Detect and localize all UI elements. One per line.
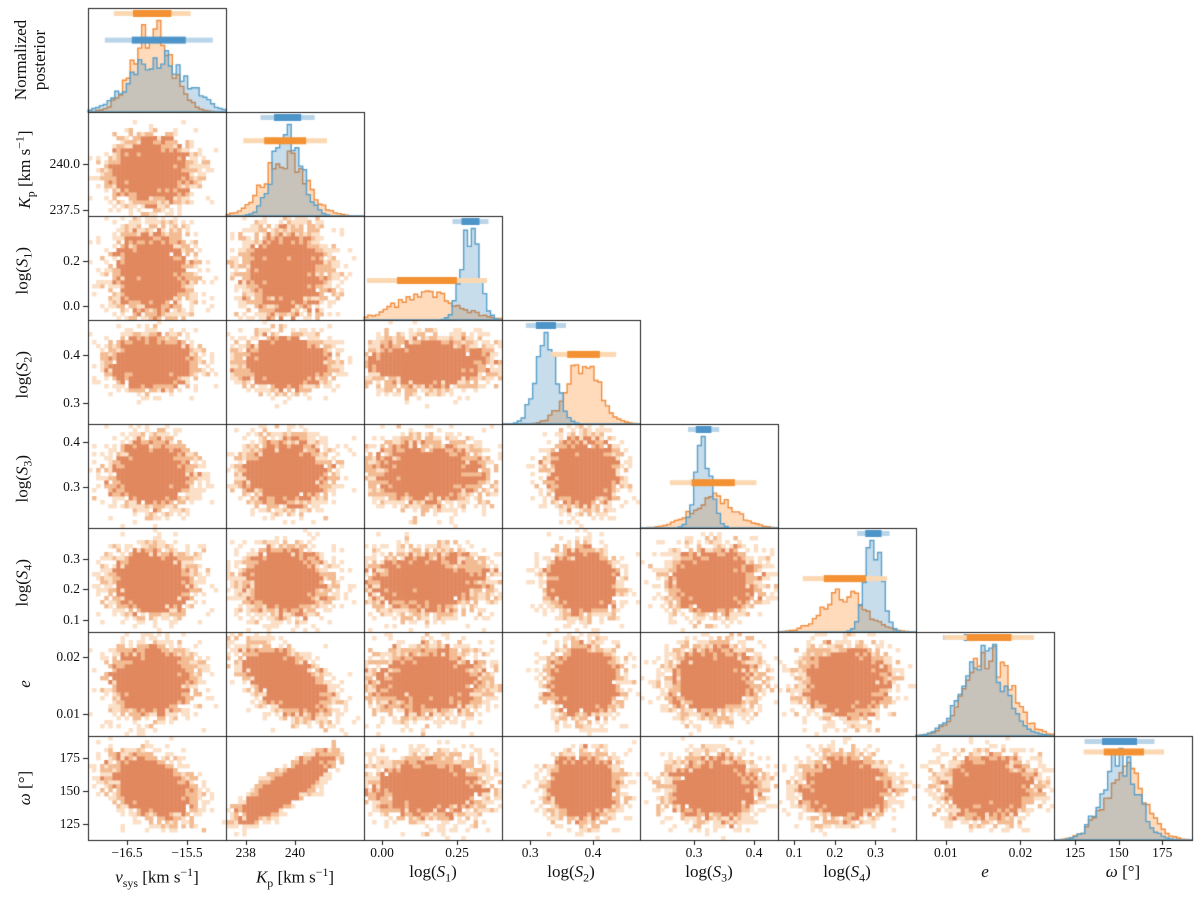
panel-S4-vs-Kp — [226, 528, 364, 632]
diag-panel-S3 — [640, 424, 778, 528]
x-axis-label-omega: ω [°] — [1105, 862, 1141, 881]
x-tick-label-S3-1: 0.4 — [745, 845, 763, 860]
x-axis-label-vsys: vsys [km s−1] — [115, 865, 199, 891]
y-tick-label-e-1: 0.02 — [56, 649, 80, 665]
x-tick-label-omega-2: 175 — [1152, 845, 1173, 860]
panel-omega-vs-S4 — [778, 736, 916, 840]
x-tick-label-S1-0: 0.00 — [370, 845, 394, 860]
diag-panel-omega — [1054, 736, 1192, 840]
x-tick-label-omega-1: 150 — [1108, 845, 1129, 860]
x-tick-label-Kp-1: 240 — [284, 845, 306, 860]
x-axis-label-S1: log(S1) — [409, 862, 457, 885]
panel-S4-vs-vsys — [88, 528, 226, 632]
panel-S3-vs-S1 — [364, 424, 502, 528]
panel-omega-vs-S3 — [640, 736, 778, 840]
x-tick-label-S2-0: 0.3 — [521, 845, 539, 860]
x-tick-label-vsys-0: −16.5 — [111, 845, 143, 860]
x-tick-label-vsys-1: −15.5 — [171, 845, 203, 860]
y-tick-label-Kp-0: 237.5 — [49, 202, 80, 218]
panel-S4-vs-S2 — [502, 528, 640, 632]
panel-e-vs-S3 — [640, 632, 778, 736]
panel-omega-vs-e — [916, 736, 1054, 840]
panel-e-vs-S4 — [778, 632, 916, 736]
diag-panel-Kp — [226, 112, 364, 216]
x-tick-label-S2-1: 0.4 — [584, 845, 602, 860]
x-tick-label-S4-0: 0.1 — [785, 845, 803, 860]
panel-S1-vs-vsys — [88, 216, 226, 320]
y-tick-label-S1-1: 0.2 — [63, 253, 80, 269]
y-axis-label-omega: ω [°] — [15, 770, 34, 806]
y-tick-label-S3-1: 0.4 — [63, 434, 80, 450]
y-tick-label-omega-1: 150 — [59, 783, 80, 799]
diag-panel-e — [916, 632, 1054, 736]
panel-S2-vs-S1 — [364, 320, 502, 424]
panel-S1-vs-Kp — [226, 216, 364, 320]
panel-omega-vs-Kp — [226, 736, 364, 840]
y-tick-label-S2-0: 0.3 — [63, 394, 80, 410]
x-tick-label-S4-1: 0.2 — [826, 845, 844, 860]
y-tick-label-S2-1: 0.4 — [63, 347, 80, 363]
panel-S4-vs-S1 — [364, 528, 502, 632]
panel-omega-vs-vsys — [88, 736, 226, 840]
y-tick-label-omega-0: 125 — [59, 816, 80, 832]
x-axis-label-e: e — [981, 862, 989, 881]
y-tick-label-e-0: 0.01 — [56, 705, 80, 721]
x-tick-label-Kp-0: 238 — [235, 845, 256, 860]
diag-panel-S4 — [778, 528, 916, 632]
panel-e-vs-S1 — [364, 632, 502, 736]
x-tick-label-S1-1: 0.25 — [445, 845, 469, 860]
y-tick-label-S4-2: 0.3 — [63, 550, 80, 566]
panel-Kp-vs-vsys — [88, 112, 226, 216]
panel-omega-vs-S1 — [364, 736, 502, 840]
x-axis-label-Kp: Kp [km s−1] — [255, 865, 335, 891]
panel-e-vs-vsys — [88, 632, 226, 736]
panel-S2-vs-Kp — [226, 320, 364, 424]
diag-panel-S2 — [502, 320, 640, 424]
x-tick-label-S4-2: 0.3 — [866, 845, 884, 860]
x-tick-label-e-0: 0.01 — [934, 845, 958, 860]
x-tick-label-omega-0: 125 — [1064, 845, 1086, 860]
y-tick-label-omega-2: 175 — [59, 750, 80, 766]
x-axis-label-S3: log(S3) — [685, 862, 733, 885]
x-axis-label-S2: log(S2) — [547, 862, 595, 885]
y-tick-label-S4-1: 0.2 — [63, 581, 80, 597]
y-tick-label-S3-0: 0.3 — [63, 479, 80, 495]
x-tick-label-e-1: 0.02 — [1008, 845, 1033, 860]
panel-e-vs-S2 — [502, 632, 640, 736]
panel-e-vs-Kp — [226, 632, 364, 736]
y-tick-label-S4-0: 0.1 — [63, 611, 80, 627]
panel-S3-vs-Kp — [226, 424, 364, 528]
panel-S3-vs-vsys — [88, 424, 226, 528]
diag-panel-vsys — [88, 8, 226, 112]
diag-panel-S1 — [364, 216, 502, 320]
x-tick-label-S3-0: 0.3 — [685, 845, 703, 860]
panel-S2-vs-vsys — [88, 320, 226, 424]
panel-S3-vs-S2 — [502, 424, 640, 528]
panel-omega-vs-S2 — [502, 736, 640, 840]
x-axis-label-S4: log(S4) — [823, 862, 871, 885]
y-tick-label-S1-0: 0.0 — [63, 298, 80, 314]
panel-S4-vs-S3 — [640, 528, 778, 632]
y-tick-label-Kp-1: 240.0 — [49, 156, 80, 171]
